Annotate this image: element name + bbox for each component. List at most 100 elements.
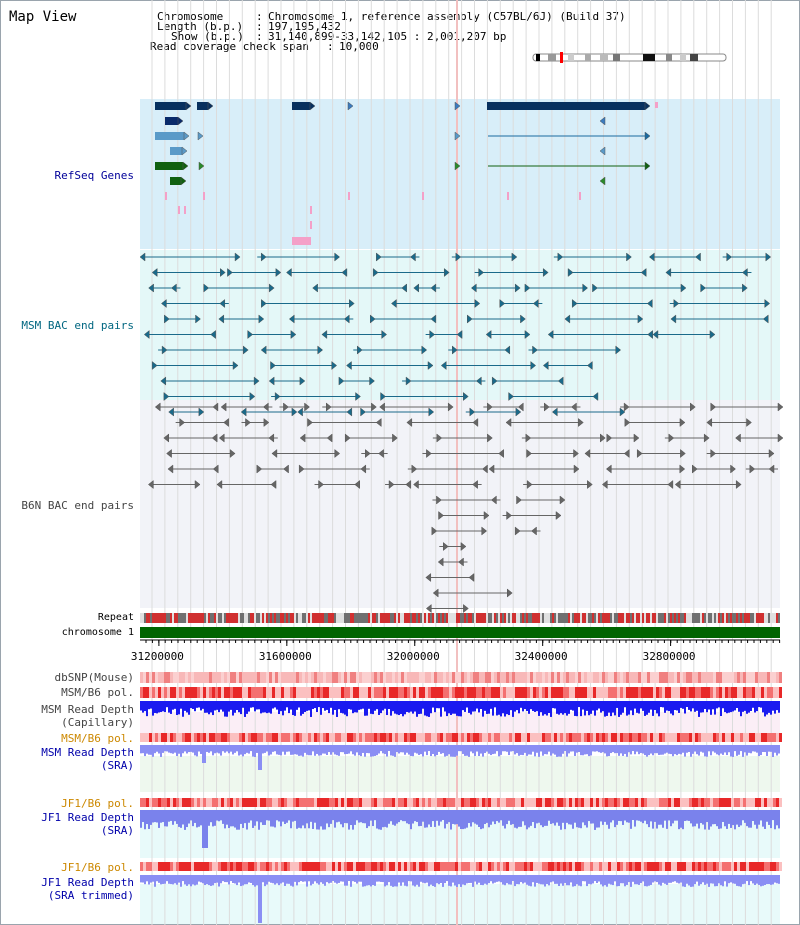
repeat-segment [490,613,492,623]
heat-cell [254,687,257,698]
repeat-segment [548,613,550,623]
heat-cell [281,733,284,742]
heat-cell [452,687,455,698]
b6n-bac-pair-end-b [573,448,579,459]
msm-bac-pair-end-a [357,345,363,355]
depth-bar [186,745,188,754]
msm-bac-track[interactable] [139,252,772,417]
depth-bar [398,745,400,754]
depth-bar [210,875,212,886]
heat-cell [716,733,719,742]
depth-bar [548,810,550,821]
repeat-segment [496,613,498,623]
repeat-segment [350,613,352,623]
depth-bar [456,701,458,716]
depth-bar [710,875,712,884]
heat-cell [659,798,662,807]
depth-bar [318,701,320,708]
depth-bar [642,875,644,882]
heat-cell [182,862,185,871]
repeat-segment [554,613,556,623]
depth-bar [328,810,330,828]
heat-cell [704,672,707,683]
heat-cell [575,672,578,683]
msm-bac-pair-end-b [742,283,748,293]
depth-bar [696,745,698,755]
repeat-segment [736,613,738,623]
depth-bar [626,745,628,757]
depth-bar [232,810,234,827]
heat-cell [644,672,647,683]
heat-cell [641,862,644,871]
depth-bar [512,745,514,752]
depth-bar [224,810,226,829]
heat-cell [752,862,755,871]
heat-cell [461,672,464,683]
depth-bar [750,810,752,828]
depth-bar [578,745,580,753]
depth-bar [558,875,560,886]
heat-cell [773,672,776,683]
heat-cell [311,687,314,698]
heat-cell [698,798,701,807]
depth-bar [322,701,324,709]
depth-bar [678,810,680,830]
heat-cell [386,672,389,683]
depth-bar [748,875,750,886]
depth-bar [388,701,390,710]
depth-bar [302,810,304,826]
heat-cell [410,672,413,683]
heat-cell [230,687,233,698]
heat-cell [548,798,551,807]
depth-bar [662,745,664,755]
chromosome-ideogram[interactable] [532,52,727,63]
repeat-segment [622,613,624,623]
b6n-bac-track[interactable] [147,402,784,614]
depth-bar [182,701,184,717]
gene-2-arrow [207,101,214,111]
heat-cell [329,687,332,698]
heat-cell [329,672,332,683]
heat-cell [545,798,548,807]
depth-bar [636,745,638,752]
heat-cell [746,687,749,698]
refseq-genes-label[interactable]: RefSeq Genes [54,169,134,182]
repeat-segment [500,613,502,623]
heat-cell [488,672,491,683]
refseq-genes-track[interactable] [155,101,658,245]
depth-bar [324,745,326,754]
ideogram-outline [532,53,727,62]
heat-cell [515,862,518,871]
depth-bar [360,810,362,823]
b6n-bac-label[interactable]: B6N BAC end pairs [21,499,134,512]
depth-bar [150,875,152,883]
heat-cell [140,862,143,871]
heat-cell [299,862,302,871]
depth-bar [534,745,536,757]
heat-cell [146,733,149,742]
heat-cell [617,687,620,698]
depth-bar [258,745,260,770]
heat-cell [590,862,593,871]
heat-cell [479,798,482,807]
depth-bar [470,701,472,715]
depth-bar [216,701,218,710]
msm-bac-label[interactable]: MSM BAC end pairs [21,319,134,332]
depth-bar [556,701,558,714]
heat-cell [188,862,191,871]
heat-cell [203,672,206,683]
depth-bar [756,810,758,829]
depth-bar [268,875,270,882]
heat-cell [236,687,239,698]
depth-bar [286,875,288,884]
msm-bac-pair-end-a [485,329,492,340]
gene-9 [155,132,184,140]
heat-cell [470,862,473,871]
heat-cell [689,687,692,698]
depth-bar [604,745,606,754]
depth-bar [448,701,450,714]
heat-cell [341,672,344,683]
depth-bar [612,701,614,713]
b6n-bac-pair-end-a [344,433,351,443]
heat-cell [332,733,335,742]
